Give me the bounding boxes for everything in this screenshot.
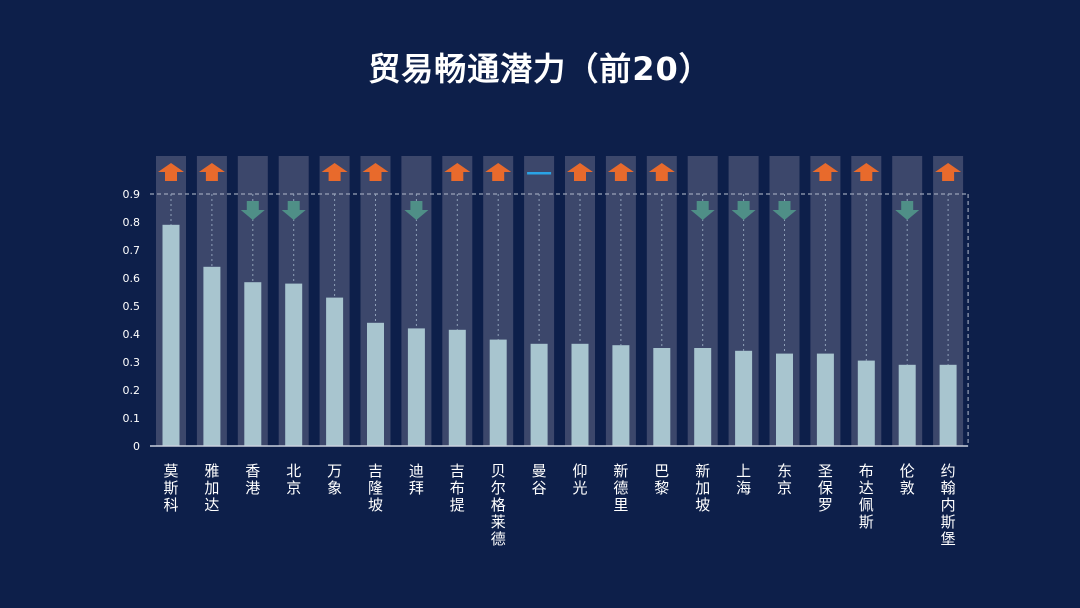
bar <box>735 350 753 446</box>
bar <box>203 266 221 446</box>
category-label: 仰光 <box>572 462 587 497</box>
category-label: 新德里 <box>613 462 628 514</box>
down-arrow-icon <box>404 201 429 220</box>
bar <box>285 283 303 446</box>
bar <box>653 348 671 446</box>
y-tick-label: 0.8 <box>123 216 141 229</box>
bar <box>489 339 507 446</box>
y-tick-label: 0.2 <box>123 384 141 397</box>
down-arrow-icon <box>690 201 715 220</box>
bar <box>816 353 834 446</box>
up-arrow-icon <box>812 163 839 181</box>
y-tick-label: 0.1 <box>123 412 141 425</box>
up-arrow-icon <box>607 163 634 181</box>
category-label: 巴黎 <box>654 462 669 497</box>
category-label: 北京 <box>286 462 301 497</box>
bar <box>367 322 384 446</box>
down-arrow-icon <box>281 201 306 220</box>
up-arrow-icon <box>485 163 512 181</box>
category-label: 香港 <box>245 462 260 497</box>
bar <box>939 364 957 446</box>
bar <box>162 224 180 446</box>
bar <box>857 360 875 446</box>
category-label: 吉布提 <box>450 462 465 514</box>
category-label: 雅加达 <box>204 462 219 514</box>
chart-title: 贸易畅通潜力（前20） <box>368 50 712 88</box>
category-label: 约翰内斯堡 <box>941 462 956 548</box>
up-arrow-icon <box>567 163 593 181</box>
up-arrow-icon <box>158 163 184 181</box>
category-label: 布达佩斯 <box>859 462 874 531</box>
up-arrow-icon <box>444 163 471 181</box>
y-tick-label: 0.9 <box>123 188 141 201</box>
up-arrow-icon <box>362 163 389 181</box>
up-arrow-icon <box>648 163 675 181</box>
down-arrow-icon <box>240 201 265 220</box>
y-tick-label: 0.6 <box>123 272 141 285</box>
bar <box>244 282 262 446</box>
up-arrow-icon <box>935 163 962 181</box>
down-arrow-icon <box>895 201 920 220</box>
category-label: 莫斯科 <box>163 462 178 514</box>
down-arrow-icon <box>731 201 756 220</box>
category-label: 迪拜 <box>409 462 424 497</box>
category-label: 东京 <box>777 462 792 497</box>
flat-dash-icon <box>527 172 552 175</box>
bar <box>571 343 589 446</box>
down-arrow-icon <box>772 201 797 220</box>
up-arrow-icon <box>321 163 348 181</box>
category-label: 上海 <box>736 462 751 497</box>
up-arrow-icon <box>853 163 880 181</box>
bar <box>326 297 344 446</box>
y-tick-label: 0.4 <box>123 328 141 341</box>
bar <box>776 353 793 446</box>
category-label: 新加坡 <box>695 462 710 514</box>
y-tick-label: 0.3 <box>123 356 141 369</box>
category-label: 伦敦 <box>900 462 915 497</box>
y-tick-label: 0 <box>133 440 140 453</box>
bar <box>898 364 916 446</box>
category-label: 曼谷 <box>532 462 547 497</box>
y-tick-label: 0.5 <box>123 300 141 313</box>
category-label: 圣保罗 <box>818 462 833 514</box>
category-label: 吉隆坡 <box>368 462 383 514</box>
bar <box>612 345 630 446</box>
y-tick-label: 0.7 <box>123 244 141 257</box>
up-arrow-icon <box>198 163 225 181</box>
category-label: 万象 <box>327 462 342 497</box>
bar <box>407 328 425 446</box>
bar <box>694 348 712 446</box>
bar <box>530 343 548 446</box>
bar <box>448 329 466 446</box>
category-label: 贝尔格莱德 <box>491 462 506 548</box>
